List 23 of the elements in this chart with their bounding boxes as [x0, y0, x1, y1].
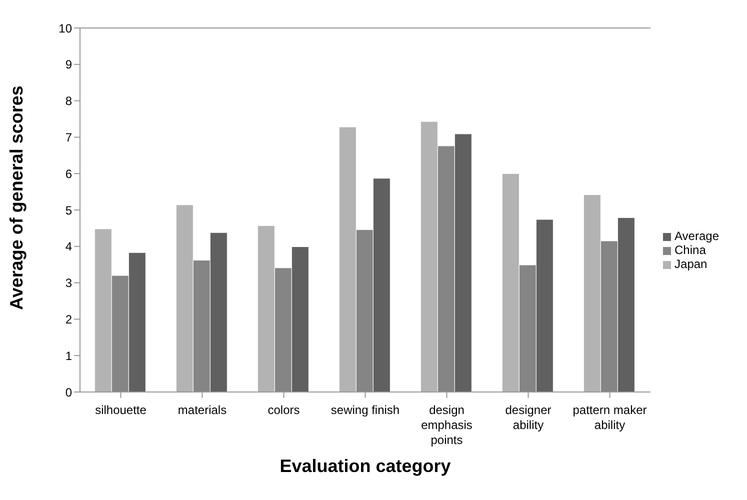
y-tick-label: 8: [65, 94, 72, 108]
y-tick-label: 3: [65, 276, 72, 290]
y-tick-label: 0: [65, 385, 72, 400]
x-tick-label: designer ability: [505, 403, 552, 432]
x-tick-label: materials: [178, 403, 227, 417]
x-tick-label: design emphasis points: [421, 403, 472, 447]
y-axis-title: Average of general scores: [6, 86, 26, 310]
x-axis-title: Evaluation category: [280, 456, 451, 476]
x-tick-label: silhouette: [95, 403, 147, 417]
y-tick-label: 9: [65, 58, 72, 72]
y-tick-label: 2: [65, 312, 72, 326]
y-tick-label: 6: [65, 166, 72, 181]
x-tick-label: pattern maker ability: [572, 403, 647, 432]
legend-label: China: [674, 243, 706, 257]
legend-label: Japan: [674, 257, 708, 271]
x-tick-label: colors: [268, 403, 300, 417]
x-tick-label: sewing finish: [330, 403, 400, 417]
legend-label: Average: [674, 229, 719, 243]
y-tick-label: 7: [65, 130, 72, 144]
y-tick-label: 10: [58, 21, 72, 36]
y-tick-label: 4: [65, 240, 72, 254]
y-tick-label: 1: [65, 348, 72, 363]
y-tick-label: 5: [65, 203, 72, 218]
